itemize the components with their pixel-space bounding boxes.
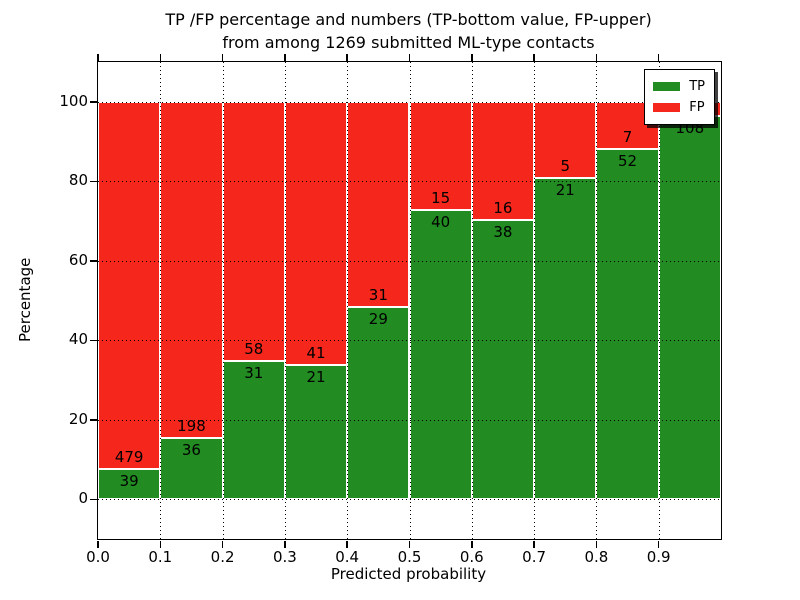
bar-segment-fp	[98, 101, 161, 470]
x-tick-top	[346, 53, 348, 61]
fp-count-label: 15	[431, 189, 451, 208]
y-tick-label: 60	[68, 250, 88, 269]
legend-entry-tp: TP	[653, 76, 705, 97]
legend-swatch-tp-icon	[653, 82, 681, 91]
chart-title: TP /FP percentage and numbers (TP-bottom…	[97, 8, 720, 54]
y-tick-label: 100	[59, 91, 88, 110]
fp-count-label: 31	[368, 286, 388, 305]
v-gridline	[409, 62, 411, 539]
plot-area: TP FP 39 479 36 198 31 58 21 41 29 31 40 15 38 16 21 5 5…	[59, 53, 722, 566]
fp-count-label: 16	[493, 198, 513, 217]
fp-count-label: 479	[114, 448, 144, 467]
bar-segment-tp	[658, 115, 721, 500]
x-tick	[221, 540, 224, 548]
bar-segment-tp	[284, 364, 348, 500]
x-tick-label: 0.7	[522, 548, 547, 566]
x-tick-label: 0.9	[646, 548, 671, 566]
x-tick	[408, 540, 411, 548]
fp-count-label: 58	[244, 339, 264, 358]
v-gridline	[471, 62, 473, 539]
x-tick-top	[533, 53, 535, 61]
x-tick	[346, 540, 348, 548]
y-tick-label: 0	[78, 489, 88, 508]
v-gridline	[284, 62, 286, 539]
fp-count-label: 5	[560, 157, 571, 176]
bar-segment-tp	[534, 178, 597, 500]
x-tick-label: 0.8	[584, 548, 609, 566]
bar-segment-tp	[596, 148, 659, 500]
bar-segment-tp	[471, 219, 535, 500]
bar-segment-tp	[409, 210, 472, 500]
y-axis-label: Percentage	[16, 257, 34, 342]
x-tick-label: 0.2	[210, 548, 235, 566]
fp-count-label: 7	[622, 127, 633, 146]
x-tick	[533, 540, 535, 548]
x-tick-label: 0.6	[459, 548, 484, 566]
tp-count-label: 29	[368, 310, 388, 329]
tp-count-label: 38	[493, 222, 513, 241]
y-tick	[89, 498, 97, 500]
x-tick	[657, 540, 660, 548]
y-tick-label: 80	[68, 171, 88, 190]
chart-title-line1: TP /FP percentage and numbers (TP-bottom…	[165, 10, 652, 29]
x-tick-top	[221, 53, 224, 61]
x-axis-label: Predicted probability	[330, 565, 487, 583]
tp-count-label: 21	[306, 367, 326, 386]
y-tick-label: 40	[68, 330, 88, 349]
v-gridline	[658, 62, 660, 539]
chart-title-line2: from among 1269 submitted ML-type contac…	[222, 33, 595, 52]
x-tick-label: 0.1	[148, 548, 173, 566]
x-tick-label: 0.0	[86, 548, 110, 566]
legend-entry-fp: FP	[653, 97, 705, 118]
x-tick	[97, 540, 99, 548]
bar-segment-fp	[160, 101, 223, 439]
legend-swatch-fp-icon	[653, 103, 681, 112]
x-tick-top	[159, 53, 162, 61]
v-gridline	[596, 62, 598, 539]
v-gridline	[222, 62, 224, 539]
x-tick-label: 0.3	[272, 548, 297, 566]
v-gridline	[347, 62, 349, 539]
v-gridline	[160, 62, 162, 539]
y-tick	[89, 180, 97, 182]
tp-count-label: 21	[555, 181, 575, 200]
x-tick	[159, 540, 162, 548]
legend-label-fp: FP	[689, 100, 705, 115]
x-tick	[284, 540, 286, 548]
x-tick-top	[595, 53, 598, 61]
x-tick	[595, 540, 598, 548]
legend-label-tp: TP	[689, 79, 705, 94]
x-tick-top	[408, 53, 411, 61]
y-tick	[89, 419, 97, 421]
bar-segment-tp	[98, 469, 161, 500]
x-tick-top	[284, 53, 286, 61]
tp-count-label: 39	[119, 472, 139, 491]
tp-count-label: 52	[618, 151, 638, 170]
legend: TP FP	[644, 69, 715, 125]
bar-segment-tp	[160, 438, 223, 500]
v-gridline	[534, 62, 536, 539]
tp-count-label: 31	[244, 363, 264, 382]
bar-segment-fp	[347, 101, 410, 308]
y-tick-label: 20	[68, 409, 88, 428]
x-tick-top	[97, 53, 99, 61]
bar-segment-fp	[222, 101, 285, 361]
x-tick-label: 0.5	[397, 548, 422, 566]
x-tick-top	[471, 53, 473, 61]
y-tick	[89, 260, 97, 262]
x-tick-top	[657, 53, 660, 61]
tp-count-label: 36	[181, 441, 201, 460]
bar-segment-fp	[284, 101, 348, 365]
y-tick	[89, 339, 97, 341]
bar-segment-tp	[347, 307, 410, 500]
fp-count-label: 41	[306, 343, 326, 362]
tp-count-label: 40	[431, 213, 451, 232]
fp-count-label: 198	[177, 417, 206, 436]
y-tick	[89, 101, 97, 103]
x-tick-label: 0.4	[335, 548, 360, 566]
x-tick	[471, 540, 473, 548]
